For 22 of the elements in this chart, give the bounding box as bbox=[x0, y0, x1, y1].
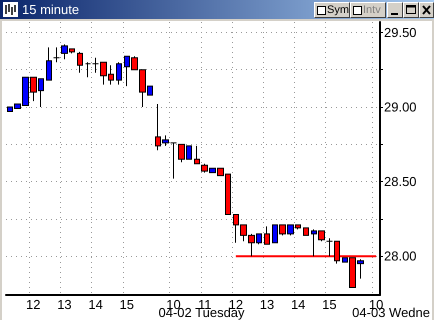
y-tick-label: 28.00 bbox=[384, 248, 417, 264]
y-tick-label: 29.00 bbox=[384, 100, 417, 115]
candlestick bbox=[194, 145, 200, 164]
chart-title: 15 minute bbox=[22, 2, 80, 17]
text: Sym bbox=[327, 4, 349, 16]
candlestick bbox=[53, 46, 60, 63]
candlestick bbox=[303, 227, 309, 236]
x-tick-label: 13 bbox=[57, 297, 72, 312]
x-tick-label: 15 bbox=[322, 297, 337, 312]
x-tick-label: 13 bbox=[260, 297, 274, 312]
x-tick-label: 12 bbox=[26, 297, 41, 312]
y-tick-label: 29.50 bbox=[384, 24, 417, 40]
x-tick-label: 14 bbox=[290, 297, 306, 312]
candlestick bbox=[77, 51, 83, 74]
x-tick-label: 15 bbox=[120, 297, 134, 312]
text: Intv bbox=[363, 4, 381, 16]
candlestick bbox=[46, 46, 52, 81]
y-tick-label: 28.50 bbox=[384, 174, 417, 190]
candlestick bbox=[264, 226, 270, 245]
candlestick bbox=[85, 62, 91, 78]
candlestick bbox=[116, 62, 122, 86]
x-tick-label: 14 bbox=[88, 297, 103, 312]
